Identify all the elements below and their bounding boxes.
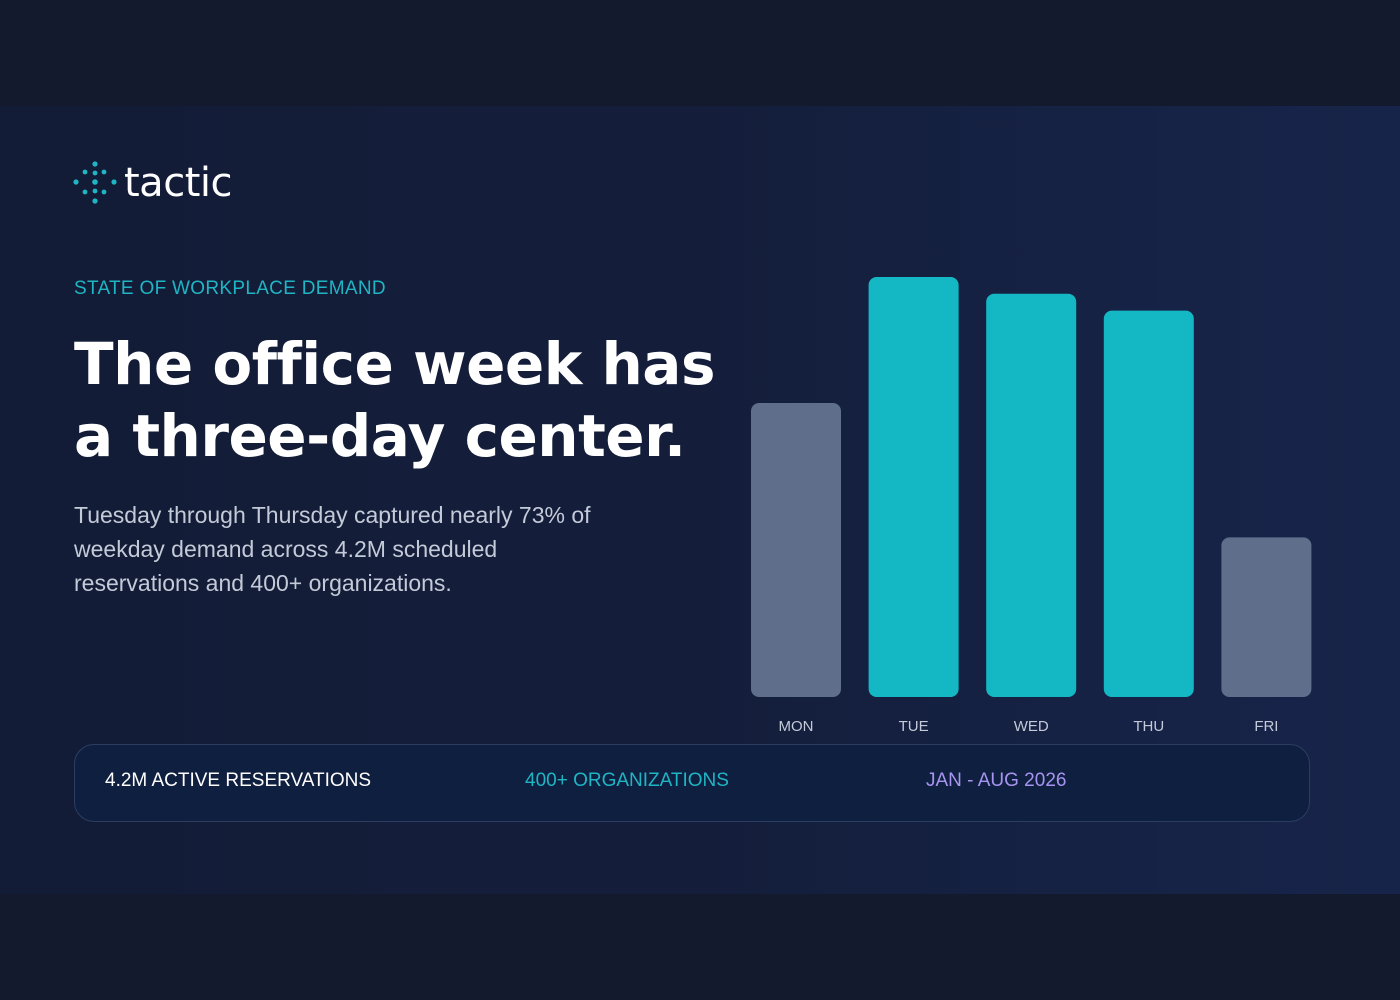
dotted-diamond-logo-icon (73, 161, 117, 204)
bar-fri (1221, 537, 1312, 697)
summary-text: Tuesday through Thursday captured nearly… (74, 498, 674, 600)
brand-name: tactic (124, 160, 232, 206)
title-line-2: a three-day center. (74, 402, 686, 470)
tick-label-mon: MON (779, 718, 814, 735)
bar-wed (986, 293, 1077, 697)
stat-reservations: 4.2M ACTIVE RESERVATIONS (105, 770, 372, 791)
tick-label-wed: WED (1014, 718, 1049, 735)
tick-label-thu: THU (1133, 718, 1164, 735)
brand-logo: tactic (72, 160, 232, 206)
eyebrow-label: STATE OF WORKPLACE DEMAND (74, 278, 386, 299)
stat-date-range: JAN - AUG 2026 (926, 770, 1067, 791)
bar-tue (868, 277, 959, 697)
page-title: The office week has a three-day center. (74, 328, 715, 472)
chart-canvas: MON TUE WED THU FRI (751, 277, 1312, 735)
summary-line-3: reservations and 400+ organizations. (74, 570, 452, 596)
tick-label-tue: TUE (899, 718, 929, 735)
bar-mon (751, 403, 841, 697)
summary-line-2: weekday demand across 4.2M scheduled (74, 536, 498, 562)
weekday-demand-chart: MON TUE WED THU FRI (700, 250, 1360, 750)
stat-organizations: 400+ ORGANIZATIONS (525, 770, 729, 791)
bar-thu (1103, 310, 1194, 697)
title-line-1: The office week has (74, 330, 715, 398)
summary-line-1: Tuesday through Thursday captured nearly… (74, 502, 591, 528)
stats-bar: 4.2M ACTIVE RESERVATIONS 400+ ORGANIZATI… (74, 744, 1310, 822)
tick-label-fri: FRI (1254, 718, 1278, 735)
